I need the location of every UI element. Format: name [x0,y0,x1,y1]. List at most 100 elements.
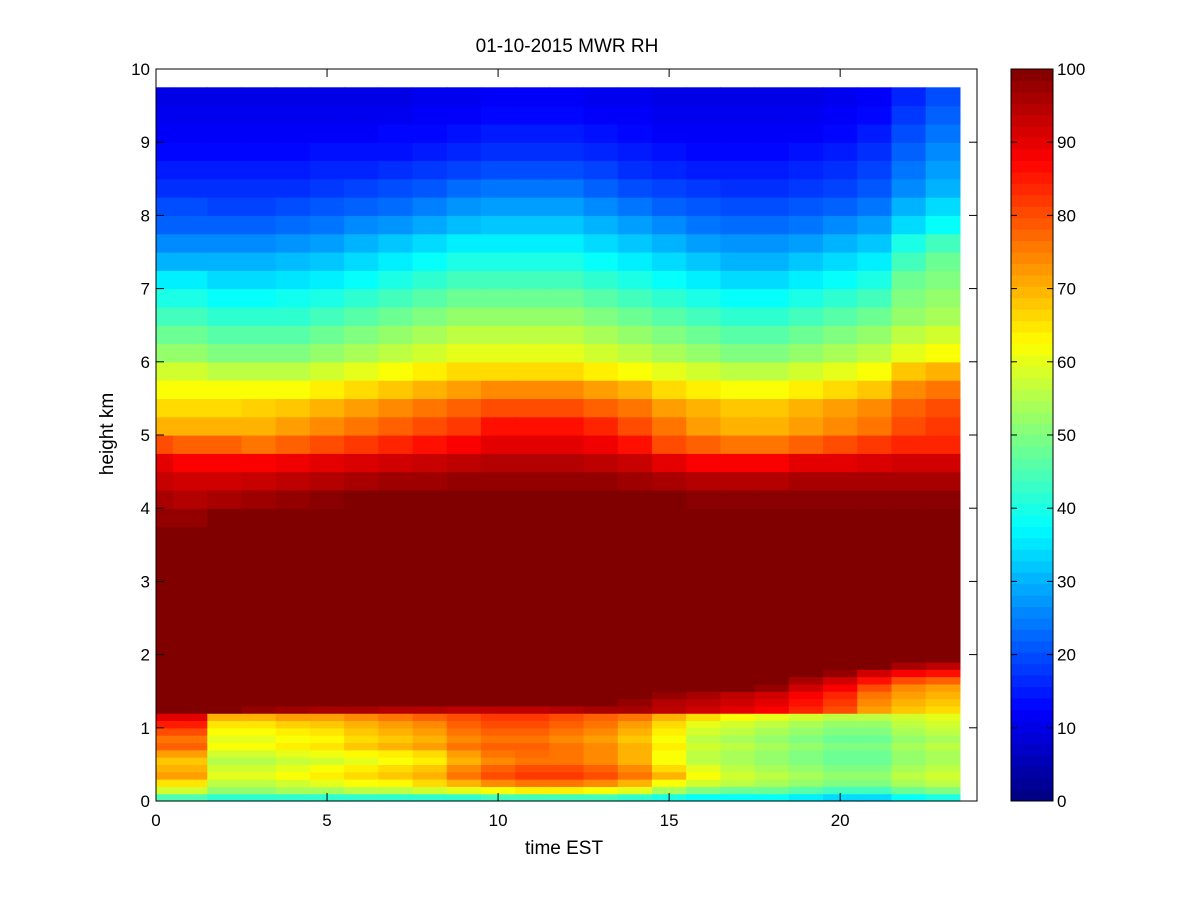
heatmap-cell [480,123,516,143]
heatmap-cell [549,735,585,744]
heatmap-cell [823,361,858,381]
heatmap-cell [412,764,448,773]
heatmap-cell [652,749,687,758]
heatmap-cell [583,306,619,326]
heatmap-cell [754,691,790,700]
heatmap-cell [754,654,790,663]
heatmap-cell [480,720,516,729]
heatmap-cell [412,361,448,381]
heatmap-cell [891,669,927,678]
heatmap-cell [754,771,790,780]
heatmap-cell [925,398,961,418]
heatmap-cell [891,233,927,253]
heatmap-cell [617,508,653,528]
heatmap-cell [412,727,448,736]
heatmap-cell [515,599,550,619]
heatmap-cell [788,178,824,198]
heatmap-cell [720,288,756,308]
heatmap-cell [241,233,277,253]
heatmap-cell [156,691,174,700]
heatmap-cell [686,87,722,107]
heatmap-cell [515,786,550,795]
heatmap-cell [652,160,687,180]
heatmap-cell [446,786,482,795]
heatmap-cell [275,343,311,363]
heatmap-cell [891,581,927,601]
heatmap-cell [275,508,311,528]
heatmap-cell [241,398,277,418]
heatmap-cell [720,87,756,107]
heatmap-cell [583,325,619,345]
heatmap-cell [925,742,961,751]
heatmap-cell [857,508,893,528]
heatmap-cell [241,343,277,363]
heatmap-cell [652,563,687,582]
heatmap-cell [241,581,277,601]
heatmap-cell [652,123,687,143]
heatmap-cell [173,727,208,736]
heatmap-cell [344,142,379,162]
heatmap-cell [275,599,311,619]
heatmap-cell [446,563,482,582]
heatmap-cell [446,197,482,216]
heatmap-cell [549,105,585,125]
heatmap-cell [823,713,858,722]
heatmap-cell [823,233,858,253]
heatmap-cell [788,727,824,736]
colorbar-strip [1011,743,1053,756]
heatmap-cell [754,343,790,363]
heatmap-cell [617,636,653,656]
heatmap-cell [173,683,208,692]
heatmap-cell [549,563,585,582]
heatmap-cell [925,160,961,180]
heatmap-cell [891,749,927,758]
heatmap-cell [344,636,379,656]
heatmap-cell [207,380,243,399]
heatmap-cell [207,178,243,198]
heatmap-cell [720,471,756,491]
heatmap-cell [788,779,824,787]
heatmap-cell [549,654,585,663]
heatmap-cell [925,669,961,678]
heatmap-cell [857,720,893,729]
heatmap-cell [788,252,824,271]
colorbar-tick-label: 100 [1057,60,1085,79]
heatmap-cell [480,471,516,491]
heatmap-cell [652,453,687,473]
heatmap-cell [207,735,243,744]
heatmap-cell [652,380,687,399]
colorbar-strip [1011,652,1053,665]
heatmap-cell [754,453,790,473]
heatmap-cell [857,178,893,198]
heatmap-cell [891,713,927,722]
heatmap-cell [480,661,516,670]
heatmap-cell [617,793,653,802]
heatmap-cell [857,786,893,795]
heatmap-cell [156,343,174,363]
heatmap-cell [788,87,824,107]
heatmap-cell [412,435,448,454]
heatmap-cell [720,489,756,509]
heatmap-cell [925,544,961,564]
heatmap-cell [173,416,208,436]
heatmap-cell [617,618,653,637]
heatmap-cell [241,705,277,714]
heatmap-cell [617,160,653,180]
heatmap-cell [480,233,516,253]
heatmap-cell [925,581,961,601]
colorbar-strip [1011,217,1053,230]
heatmap-cell [446,757,482,765]
heatmap-cell [156,683,174,692]
heatmap-cell [583,343,619,363]
heatmap-cell [344,705,379,714]
heatmap-cell [720,178,756,198]
heatmap-cell [173,87,208,107]
heatmap-cell [617,306,653,326]
heatmap-cell [241,764,277,773]
heatmap-cell [617,742,653,751]
heatmap-cell [515,453,550,473]
heatmap-cell [480,599,516,619]
heatmap-cell [617,786,653,795]
heatmap-cell [173,654,208,663]
heatmap-cell [480,489,516,509]
